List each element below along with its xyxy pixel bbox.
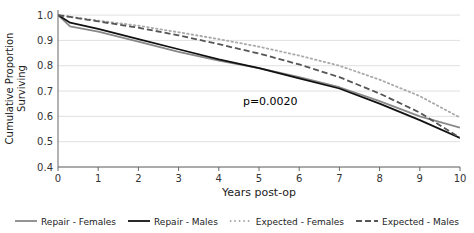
y-tick-label: 0.6 <box>37 111 53 122</box>
y-tick-label: 0.9 <box>37 35 53 46</box>
x-tick <box>98 167 99 171</box>
x-tick <box>339 167 340 171</box>
x-tick <box>419 167 420 171</box>
x-tick-label: 7 <box>336 173 342 184</box>
y-tick-label: 0.7 <box>37 86 53 97</box>
legend-label: Expected - Females <box>256 217 345 227</box>
grid-line <box>58 141 460 142</box>
y-axis-label: Cumulative ProportionSurviving <box>4 33 27 145</box>
series-line <box>58 15 460 138</box>
x-tick-label: 2 <box>135 173 141 184</box>
x-tick-label: 4 <box>216 173 222 184</box>
x-tick <box>259 167 260 171</box>
grid-line <box>58 116 460 117</box>
x-tick <box>218 167 219 171</box>
x-tick-label: 6 <box>296 173 302 184</box>
x-axis-label: Years post-op <box>221 186 296 199</box>
legend-label: Repair - Females <box>41 217 116 227</box>
legend-handle <box>230 220 252 222</box>
x-tick <box>178 167 179 171</box>
x-tick-label: 10 <box>454 173 467 184</box>
legend: Repair - Females Repair - Males Expected -… <box>15 217 459 227</box>
x-axis-line <box>58 167 460 168</box>
x-tick-label: 8 <box>376 173 382 184</box>
axes: 0.4 0.5 0.6 0.7 0.8 0.9 1.0 0 1 2 3 4 5 6 7 8 9 10 <box>37 10 466 184</box>
series-line <box>58 15 460 128</box>
legend-handle <box>15 220 37 222</box>
grid-line <box>58 167 460 168</box>
y-tick-label: 0.4 <box>37 162 53 173</box>
y-axis-label-line: Surviving <box>16 65 27 112</box>
grid-line <box>58 65 460 66</box>
y-tick-label: 0.8 <box>37 60 53 71</box>
x-tick-label: 3 <box>175 173 181 184</box>
grid-line <box>58 40 460 41</box>
legend-handle <box>356 220 378 222</box>
x-tick-label: 1 <box>95 173 101 184</box>
legend-item: Expected - Males <box>356 217 459 227</box>
x-tick <box>138 167 139 171</box>
x-tick <box>58 167 59 171</box>
grid-line <box>58 91 460 92</box>
annotation: p=0.0020 <box>243 95 298 108</box>
series-line <box>58 15 460 138</box>
legend-label: Repair - Males <box>154 217 218 227</box>
x-tick <box>379 167 380 171</box>
y-axis-line <box>58 10 59 167</box>
y-tick-label: 0.5 <box>37 136 53 147</box>
y-tick-label: 1.0 <box>37 10 53 21</box>
x-tick-label: 0 <box>55 173 61 184</box>
legend-handle <box>128 220 150 222</box>
chart: 0.4 0.5 0.6 0.7 0.8 0.9 1.0 0 1 2 3 4 5 6 7 8 9 10 Years p… <box>0 0 474 233</box>
lines <box>58 15 460 138</box>
legend-item: Repair - Females <box>15 217 116 227</box>
y-axis-label-line: Cumulative Proportion <box>4 33 15 145</box>
x-tick-label: 5 <box>256 173 262 184</box>
x-tick <box>460 167 461 171</box>
legend-item: Repair - Males <box>128 217 218 227</box>
legend-item: Expected - Females <box>230 217 345 227</box>
x-tick <box>299 167 300 171</box>
grid-line <box>58 15 460 16</box>
x-tick-label: 9 <box>417 173 423 184</box>
legend-label: Expected - Males <box>382 217 459 227</box>
